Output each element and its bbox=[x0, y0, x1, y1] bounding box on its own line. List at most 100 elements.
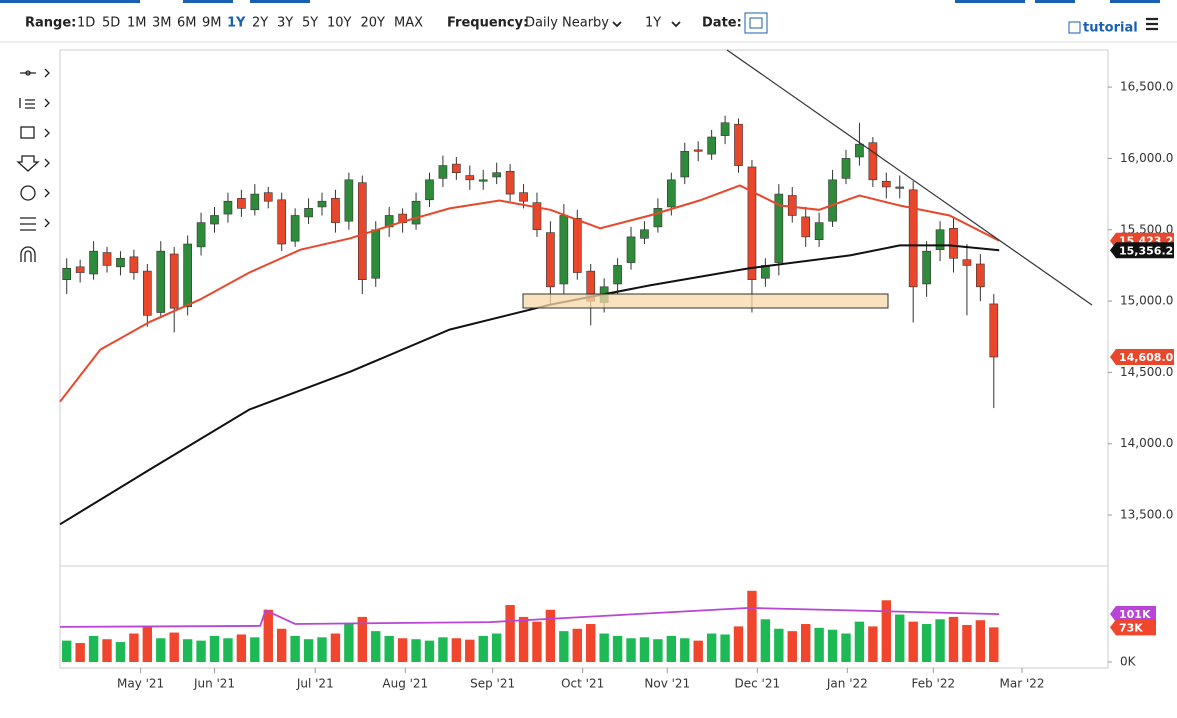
y-tick-label: 14,000.0 bbox=[1120, 436, 1173, 450]
x-tick-label: Jun '21 bbox=[193, 677, 235, 691]
x-tick-label: Sep '21 bbox=[470, 677, 515, 691]
candle-body bbox=[452, 163, 461, 173]
volume-bar bbox=[330, 633, 341, 662]
volume-bar bbox=[572, 628, 582, 662]
candle-body bbox=[116, 257, 125, 268]
volume-bar bbox=[263, 609, 273, 662]
period-select[interactable]: 1Y bbox=[645, 16, 661, 31]
candle-body bbox=[317, 200, 327, 208]
volume-bar bbox=[827, 629, 838, 662]
volume-bar bbox=[290, 635, 300, 662]
range-button[interactable]: 5D bbox=[102, 16, 120, 31]
candle-body bbox=[438, 165, 448, 179]
candle-body bbox=[976, 263, 985, 288]
volume-bar bbox=[800, 624, 811, 662]
date-label: Date: bbox=[702, 16, 742, 31]
volume-bar bbox=[881, 600, 892, 662]
frequency-select[interactable]: Daily Nearby bbox=[525, 16, 609, 31]
candle-body bbox=[371, 229, 381, 279]
volume-bar bbox=[88, 635, 99, 662]
drawing-tools bbox=[16, 68, 50, 262]
x-tick-label: Aug '21 bbox=[382, 677, 428, 691]
candle-body bbox=[223, 200, 233, 215]
volume-bar bbox=[989, 627, 999, 662]
volume-bar bbox=[975, 620, 986, 662]
calendar-button[interactable] bbox=[744, 12, 768, 34]
volume-bar bbox=[250, 637, 260, 662]
y-tick-label: 14,500.0 bbox=[1120, 365, 1173, 379]
y-tick-label: 15,000.0 bbox=[1120, 294, 1173, 308]
volume-bar bbox=[680, 638, 690, 662]
volume-bar bbox=[935, 619, 945, 662]
x-tick-label: Oct '21 bbox=[561, 677, 604, 691]
candle-body bbox=[949, 228, 958, 259]
volume-bar bbox=[586, 624, 596, 662]
volume-bar bbox=[895, 614, 905, 662]
volume-bar bbox=[384, 635, 394, 662]
candle-body bbox=[774, 193, 784, 263]
volume-bar bbox=[962, 624, 972, 662]
x-tick-label: Feb '22 bbox=[912, 677, 956, 691]
candle-body bbox=[747, 166, 757, 280]
volume-bar bbox=[612, 635, 623, 662]
candle-body bbox=[667, 179, 676, 208]
range-button[interactable]: 1Y bbox=[227, 16, 246, 31]
candle-body bbox=[532, 202, 542, 231]
candle-body bbox=[801, 216, 811, 238]
candle-body bbox=[693, 149, 703, 152]
candle-body bbox=[183, 243, 192, 308]
top-buttons bbox=[0, 0, 1160, 3]
candle-body bbox=[492, 172, 501, 178]
candle-body bbox=[143, 270, 152, 316]
price-badge bbox=[1110, 242, 1174, 259]
range-button[interactable]: 20Y bbox=[361, 16, 386, 31]
volume-bar bbox=[303, 639, 314, 662]
range-button[interactable]: 1M bbox=[127, 16, 147, 31]
candle-body bbox=[989, 303, 999, 358]
range-button[interactable]: 5Y bbox=[302, 16, 318, 31]
volume-bar bbox=[505, 605, 515, 662]
candle-body bbox=[734, 123, 743, 166]
candle-body bbox=[62, 267, 72, 280]
range-button[interactable]: 2Y bbox=[252, 16, 268, 31]
volume-bar bbox=[371, 631, 381, 662]
volume-bar bbox=[908, 621, 918, 662]
candle-body bbox=[855, 143, 864, 158]
price-badge bbox=[1110, 349, 1174, 366]
volume-bar bbox=[276, 628, 287, 662]
candle-body bbox=[881, 180, 891, 188]
candle-body bbox=[935, 229, 945, 251]
volume-bar bbox=[639, 637, 650, 662]
candle-body bbox=[357, 182, 367, 280]
candle-body bbox=[559, 215, 569, 285]
volume-bar bbox=[653, 639, 663, 662]
volume-bar bbox=[545, 609, 556, 662]
candle-body bbox=[344, 179, 354, 222]
range-button[interactable]: MAX bbox=[394, 16, 423, 31]
candle-body bbox=[331, 198, 340, 223]
candle-body bbox=[895, 186, 905, 189]
volume-bar bbox=[599, 633, 609, 662]
range-button[interactable]: 3M bbox=[152, 16, 172, 31]
range-button[interactable]: 3Y bbox=[277, 16, 293, 31]
volume-bar bbox=[814, 627, 824, 662]
range-button[interactable]: 6M bbox=[177, 16, 197, 31]
moving-average bbox=[59, 606, 1000, 628]
range-button[interactable]: 9M bbox=[202, 16, 222, 31]
range-button[interactable]: 10Y bbox=[327, 16, 352, 31]
candle-body bbox=[465, 175, 475, 181]
volume-bar bbox=[317, 637, 327, 662]
range-button[interactable]: 1D bbox=[77, 16, 95, 31]
menu-button[interactable] bbox=[1146, 17, 1158, 31]
candle-body bbox=[640, 229, 649, 239]
candle-body bbox=[814, 222, 824, 241]
candle-body bbox=[868, 142, 878, 181]
candle-body bbox=[425, 179, 434, 201]
moving-average bbox=[59, 184, 1000, 403]
tutorial-link[interactable]: tutorial bbox=[1083, 21, 1138, 36]
volume-bar bbox=[209, 635, 220, 662]
price-badge-label: 101K bbox=[1119, 608, 1151, 621]
candle-body bbox=[546, 232, 555, 288]
